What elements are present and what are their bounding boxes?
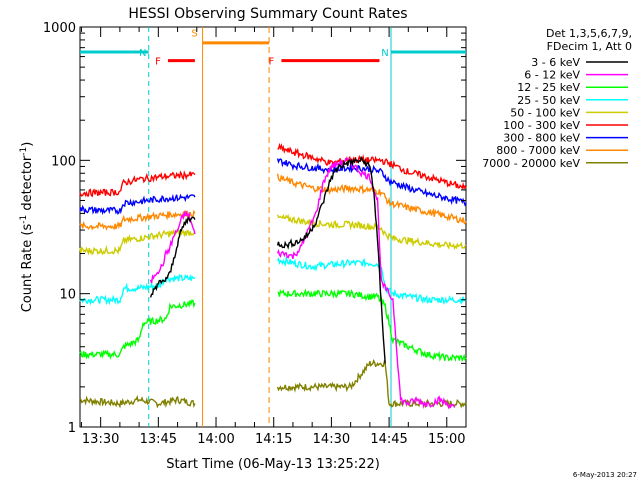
x-tick-label: 14:15 (255, 432, 292, 447)
series-line (79, 394, 196, 409)
x-tick-label: 14:00 (197, 432, 234, 447)
x-tick-label: 14:30 (313, 432, 350, 447)
series-line (276, 173, 467, 225)
series-layer (79, 142, 467, 410)
legend-item-label: 300 - 800 keV (503, 132, 580, 145)
legend-item-label: 25 - 50 keV (517, 94, 580, 107)
series-line (79, 170, 196, 198)
series-line (277, 142, 467, 191)
x-axis-ticks: 13:30 13:45 14:00 14:15 14:30 14:45 15:00 (80, 27, 467, 447)
annotation-label: N (139, 48, 146, 59)
annotation-layer: N NF FS (80, 27, 466, 427)
series-line (149, 215, 196, 298)
series-line (79, 193, 196, 216)
x-tick-label: 14:45 (370, 432, 407, 447)
annotation-label: F (155, 57, 161, 68)
series-line (276, 157, 456, 410)
series-line (276, 213, 467, 251)
y-axis-label-end: ) (20, 142, 35, 147)
x-tick-label: 15:00 (428, 432, 465, 447)
legend-item-label: 7000 - 20000 keV (482, 157, 580, 170)
y-axis-label-middle: detector (20, 155, 35, 215)
plot-frame (79, 26, 467, 428)
series-line (79, 299, 196, 360)
x-tick-label: 13:30 (82, 432, 119, 447)
annotation-label: S (191, 28, 197, 39)
y-tick-label: 1000 (43, 21, 76, 36)
chart-title: HESSI Observing Summary Count Rates (128, 6, 407, 22)
legend-item-label: 3 - 6 keV (531, 56, 580, 69)
y-axis-label-sup-2: -1 (19, 147, 29, 156)
y-axis-label: Count Rate (s-1 detector-1) (19, 142, 35, 313)
series-line (79, 273, 196, 306)
legend-item-label: 6 - 12 keV (524, 69, 580, 82)
series-line (276, 255, 467, 305)
legend-item-label: 800 - 7000 keV (496, 144, 580, 157)
series-line (149, 210, 196, 284)
legend-item-label: 50 - 100 keV (510, 106, 580, 119)
y-axis-label-sup-1: -1 (19, 215, 29, 224)
plot-area: N NF FS 13:30 13:45 14:00 14:15 14:30 14:45 15:0… (43, 21, 467, 447)
x-axis-label: Start Time (06-May-13 13:25:22) (166, 457, 380, 472)
legend-item-label: 100 - 300 keV (503, 119, 580, 132)
series-line (276, 155, 386, 364)
annotation-label: N (381, 48, 388, 59)
y-axis-ticks: 1 10 100 1000 (43, 21, 466, 436)
y-tick-label: 100 (51, 154, 76, 169)
legend: Det 1,3,5,6,7,9, FDecim 1, Att 0 3 - 6 k… (482, 27, 632, 170)
y-tick-label: 1 (68, 421, 76, 436)
series-line (276, 158, 467, 207)
legend-header-line-2: FDecim 1, Att 0 (547, 40, 632, 53)
y-tick-label: 10 (59, 288, 76, 303)
legend-item-label: 12 - 25 keV (517, 81, 580, 94)
y-axis-label-text: Count Rate (s (20, 224, 35, 313)
x-tick-label: 13:45 (140, 432, 177, 447)
annotation-label: F (269, 57, 275, 68)
series-line (79, 209, 196, 231)
legend-header-line-1: Det 1,3,5,6,7,9, (546, 27, 632, 40)
footer-timestamp: 6-May-2013 20:27 (573, 471, 637, 479)
series-line (277, 288, 467, 363)
